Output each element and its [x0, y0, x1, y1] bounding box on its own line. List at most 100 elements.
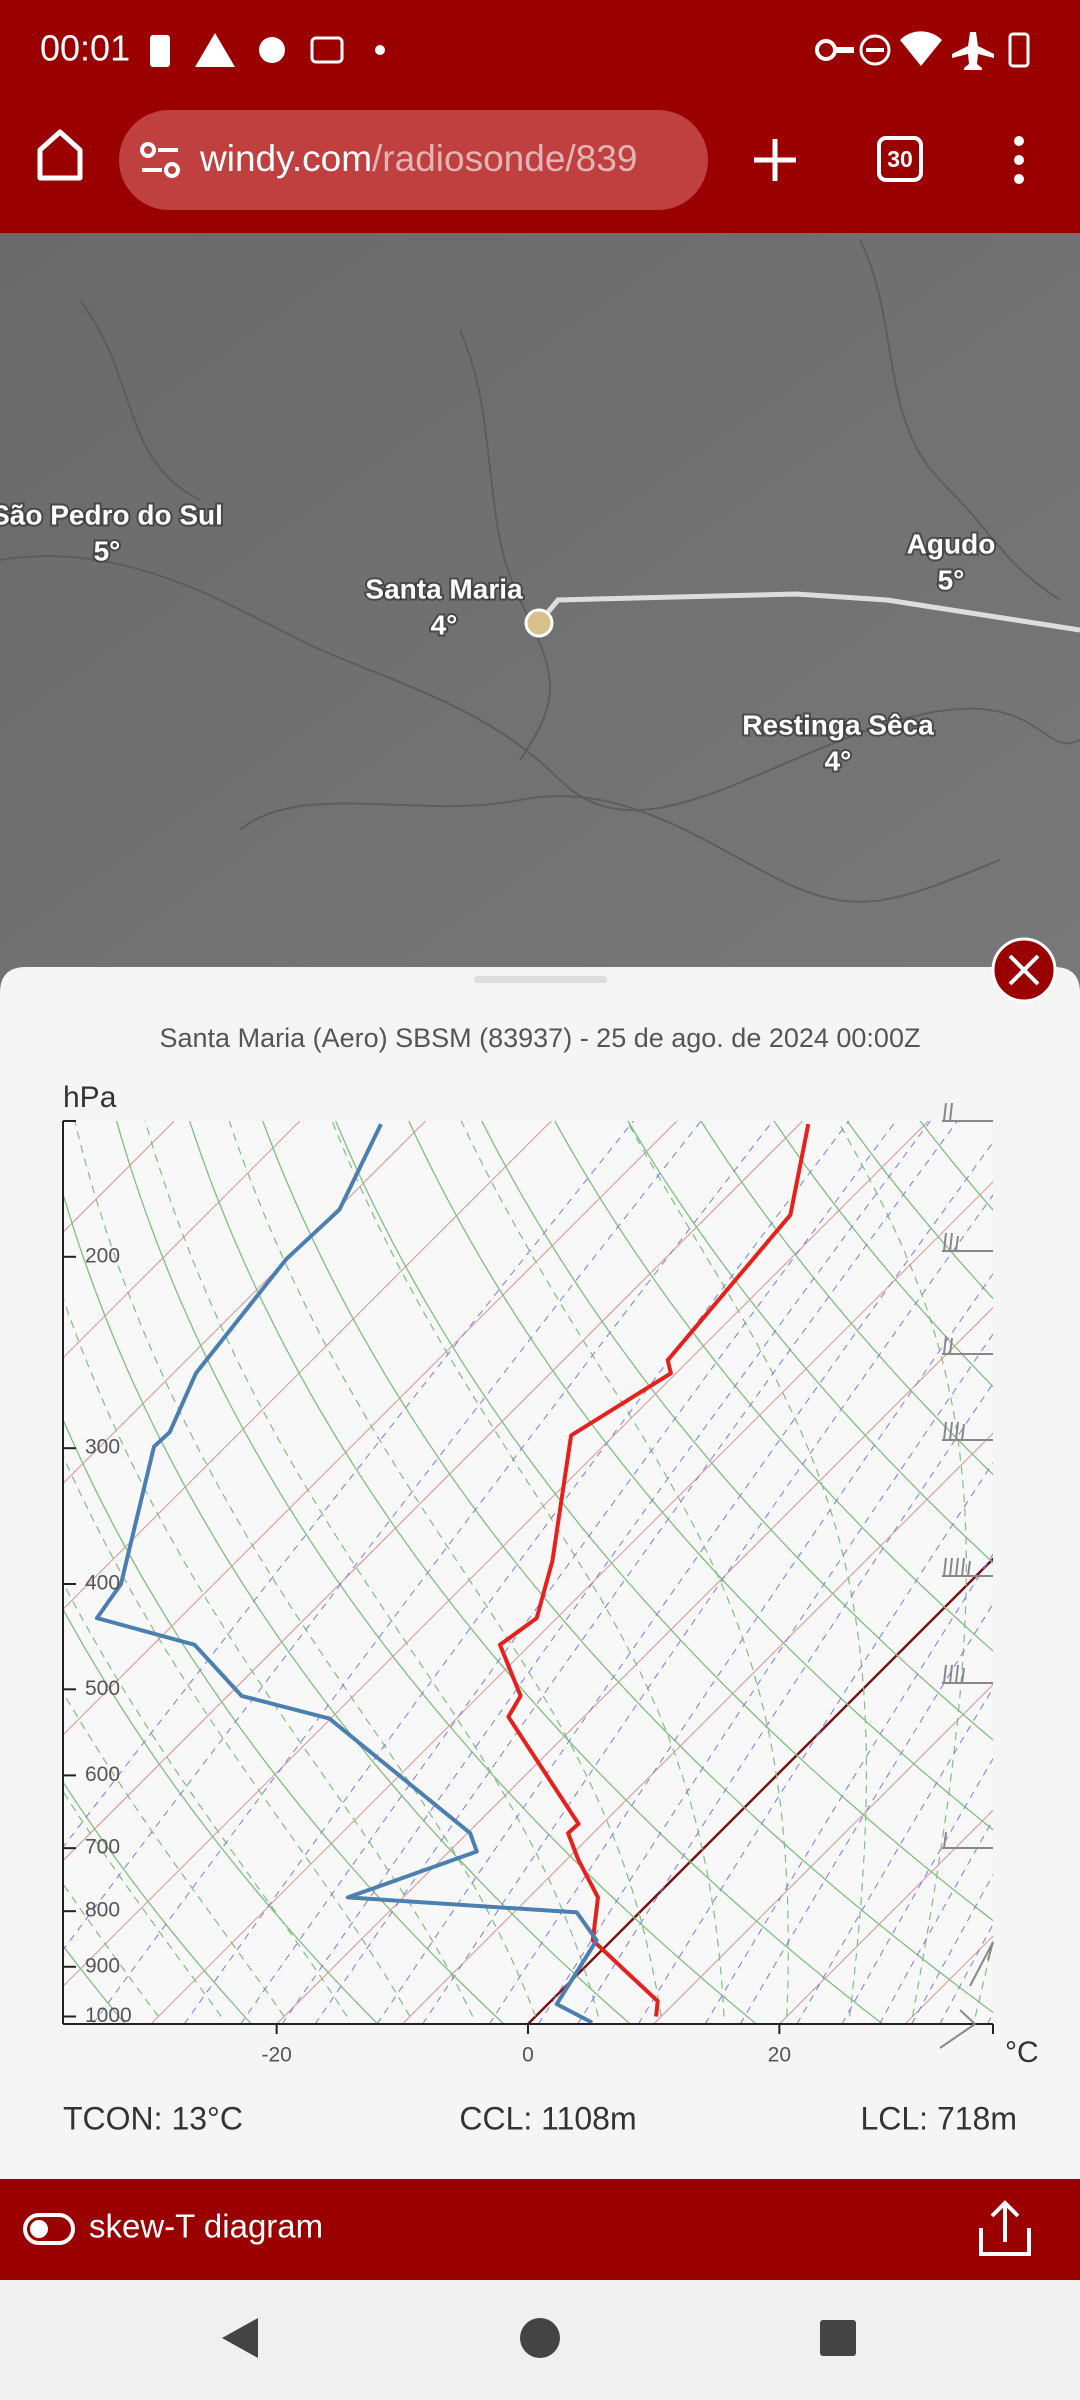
station-marker[interactable]	[524, 608, 554, 638]
dry-adiabat	[554, 1121, 993, 1652]
dry-adiabat	[335, 1121, 993, 1922]
status-time: 00:01	[40, 28, 130, 69]
isotherm	[527, 1557, 993, 2024]
skew-t-chart: 200 300 400 500 600 700 800 900 1000 -20 0 20 hPa °C	[62, 1081, 1039, 2069]
isotherm	[63, 1121, 301, 1359]
mixing-ratio-line	[240, 1121, 897, 2024]
profile-line	[498, 1123, 811, 2017]
mixing-ratio-line	[739, 1603, 993, 2024]
isotherm	[150, 1181, 993, 2024]
icon-battery	[1008, 32, 1030, 68]
place-name: Santa Maria	[365, 573, 523, 604]
place-name: São Pedro do Sul	[0, 499, 223, 530]
place-name: Agudo	[907, 528, 996, 559]
home-button[interactable]	[37, 129, 83, 181]
icon-dot	[375, 45, 385, 55]
moist-adiabat	[63, 1581, 348, 2017]
new-tab-button[interactable]	[754, 139, 796, 181]
mixing-ratio-line	[538, 1333, 993, 2024]
mixing-ratio-line	[796, 1687, 993, 2024]
moist-adiabat	[63, 1790, 222, 2017]
dry-adiabat	[627, 1121, 993, 1564]
dry-adiabat	[115, 1121, 757, 2024]
dry-adiabat	[773, 1121, 993, 1388]
site-settings-icon[interactable]	[140, 142, 180, 178]
y-tick-label: 900	[85, 1954, 120, 1977]
y-tick-label: 700	[85, 1836, 120, 1859]
share-button[interactable]	[979, 2200, 1031, 2256]
mixing-ratio-line	[376, 1141, 993, 2024]
dry-adiabat	[846, 1121, 993, 1300]
stats: TCON: 13°C CCL: 1108m LCL: 718m	[63, 2100, 1017, 2136]
sonde-track	[537, 591, 1080, 633]
mixing-ratio-line	[704, 1553, 993, 2024]
mixing-ratio-line	[183, 1121, 850, 2024]
icon-key-bar	[834, 47, 854, 53]
y-tick-label: 300	[85, 1436, 120, 1459]
mixing-ratio-line	[422, 1194, 993, 2024]
moist-adiabat	[63, 1882, 159, 2017]
panel-title: Santa Maria (Aero) SBSM (83937) - 25 de …	[160, 1023, 921, 1053]
panel-handle[interactable]	[474, 976, 607, 983]
isotherm	[778, 1809, 993, 2024]
icon-home[interactable]	[37, 129, 83, 181]
map-labels: São Pedro do Sul 5° Santa Maria 4° Agudo 5° Re…	[0, 497, 997, 778]
y-tick-label: 400	[85, 1572, 120, 1595]
url-bar[interactable]	[119, 110, 708, 210]
dry-adiabat	[408, 1121, 993, 1831]
icon-airplane	[952, 32, 994, 70]
skew-t-toggle[interactable]	[23, 2213, 75, 2245]
tab-count[interactable]: 30	[887, 146, 913, 172]
x-axis-label: °C	[1005, 2036, 1039, 2069]
dry-adiabat	[63, 1607, 379, 2024]
background-lines	[63, 1121, 993, 2024]
icon-wifi	[900, 31, 942, 67]
stat-tcon: TCON: 13°C	[63, 2100, 243, 2136]
status-icons-left	[150, 33, 385, 67]
moist-adiabat	[63, 1454, 411, 2017]
stat-lcl: LCL: 718m	[860, 2100, 1017, 2136]
moist-adiabat	[144, 1121, 599, 2017]
tab-switcher[interactable]	[877, 136, 923, 182]
wind-barbs	[939, 1102, 994, 2049]
toggle-label[interactable]: skew-T diagram	[89, 2208, 323, 2245]
mixing-ratio-line	[577, 1382, 993, 2024]
url-path[interactable]: /radiosonde/839	[372, 138, 637, 179]
nav-recents[interactable]	[820, 2320, 856, 2356]
icon-dnd-bar	[866, 48, 884, 52]
menu-button[interactable]	[1014, 136, 1024, 184]
plot-area	[63, 1121, 993, 2024]
isotherm	[63, 1121, 803, 1862]
profile-line	[94, 1123, 599, 2024]
nav-back[interactable]	[222, 2318, 258, 2358]
x-tick-label: 20	[768, 2044, 791, 2067]
url-domain[interactable]: windy.com	[199, 138, 372, 179]
moist-adiabat	[63, 1691, 285, 2017]
y-tick-label: 600	[85, 1763, 120, 1786]
url-text[interactable]: windy.com/radiosonde/839	[199, 138, 637, 179]
y-tick-label: 800	[85, 1899, 120, 1922]
moist-adiabat	[626, 1121, 867, 2017]
dry-adiabat	[63, 1780, 252, 2024]
y-tick-label: 1000	[85, 2004, 132, 2027]
isotherm	[63, 1121, 678, 1736]
icon-app2	[310, 36, 344, 64]
mixing-ratio-line	[92, 1121, 774, 2024]
isotherm	[63, 1121, 552, 1610]
close-button[interactable]	[991, 937, 1057, 1003]
nav-home[interactable]	[520, 2318, 560, 2358]
moist-adiabat	[331, 1121, 725, 2017]
moist-adiabat	[74, 1121, 537, 2017]
mixing-ratio-line	[879, 1818, 993, 2024]
dry-adiabat	[481, 1121, 993, 1741]
dry-adiabat	[63, 1417, 505, 2024]
mixing-ratio-line	[281, 1121, 931, 2024]
y-axis-label: hPa	[63, 1081, 117, 1114]
dry-adiabat	[700, 1121, 993, 1476]
x-tick-label: 0	[522, 2044, 534, 2067]
mixing-ratio-line	[63, 1121, 634, 1848]
y-tick-label: 500	[85, 1677, 120, 1700]
place-temp: 5°	[94, 535, 121, 566]
